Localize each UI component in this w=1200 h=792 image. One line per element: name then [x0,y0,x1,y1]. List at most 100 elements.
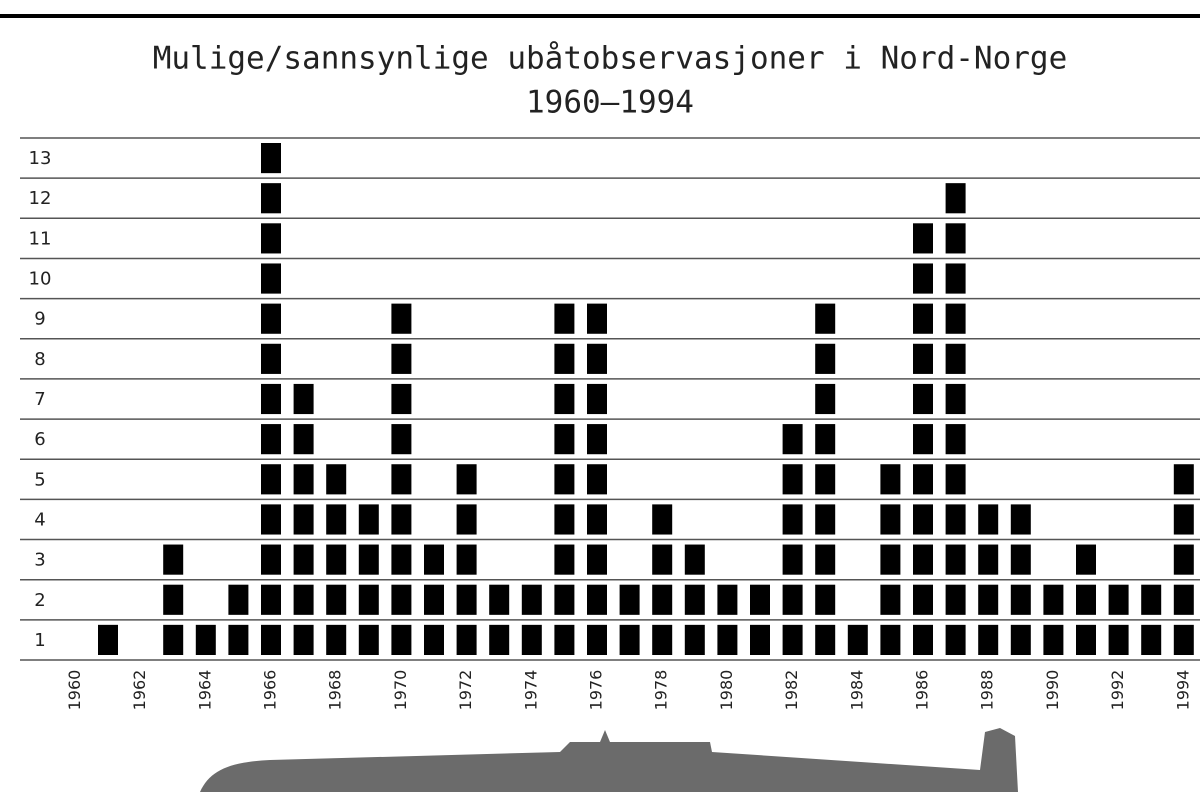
unit-column [1173,464,1194,655]
unit-column [978,504,999,655]
unit-square [228,624,249,655]
unit-square [456,504,477,535]
x-tick-label: 1982 [782,670,801,711]
unit-square [391,624,412,655]
unit-square [554,424,575,455]
unit-square [587,504,607,535]
unit-column [587,303,607,655]
unit-square [261,624,281,655]
unit-column [1010,504,1031,655]
unit-square [913,544,933,575]
y-tick-label: 6 [34,429,45,450]
y-tick-label: 5 [34,469,45,490]
unit-column [326,464,347,655]
unit-square [163,544,184,575]
unit-square [1108,624,1129,655]
unit-square [880,464,901,495]
unit-square [684,544,705,575]
unit-column [554,303,575,655]
unit-square [554,544,575,575]
unit-column [913,223,933,655]
unit-column [1141,584,1162,655]
unit-square [456,624,477,655]
unit-square [1010,584,1031,615]
x-tick-label: 1994 [1173,670,1192,711]
unit-square [652,544,673,575]
unit-square [358,584,379,615]
unit-column [815,303,836,655]
unit-square [945,464,966,495]
unit-square [815,343,836,374]
unit-square [815,544,836,575]
unit-square [978,624,999,655]
chart-title: Mulige/sannsynlige ubåtobservasjoner i N… [153,41,1068,77]
unit-square [293,464,314,495]
unit-square [1076,624,1096,655]
unit-square [489,584,510,615]
unit-square [261,343,281,374]
x-tick-label: 1988 [978,670,997,711]
chart-subtitle: 1960–1994 [526,85,694,121]
unit-square [261,143,281,174]
x-tick-label: 1990 [1043,670,1062,711]
unit-square [978,544,999,575]
unit-square [652,584,673,615]
unit-square [945,303,966,334]
y-tick-label: 10 [29,269,52,290]
unit-column [1076,544,1096,655]
unit-square [1043,584,1064,615]
unit-square [326,584,347,615]
y-tick-label: 13 [29,148,52,169]
unit-square [293,504,314,535]
x-tick-label: 1962 [130,670,149,711]
unit-square [293,424,314,455]
x-tick-label: 1978 [652,670,671,711]
unit-square [261,383,281,415]
unit-column [880,464,901,655]
unit-square [554,343,575,374]
unit-square [261,544,281,575]
unit-square [880,624,901,655]
unit-square [391,424,412,455]
unit-column [195,624,216,655]
unit-square [163,624,184,655]
unit-column [945,183,966,655]
unit-square [619,584,640,615]
unit-square [587,544,607,575]
unit-square [913,343,933,374]
unit-column [1043,584,1064,655]
unit-square [652,504,673,535]
unit-square [913,624,933,655]
unit-square [880,584,901,615]
unit-square [978,584,999,615]
unit-square [880,544,901,575]
unit-square [945,383,966,415]
unit-square [163,584,184,615]
x-tick-label: 1970 [391,670,410,711]
unit-square [782,624,803,655]
unit-square [1076,544,1096,575]
unit-square [261,584,281,615]
unit-square [261,424,281,455]
unit-square [391,303,412,334]
unit-square [945,624,966,655]
unit-square [228,584,249,615]
unit-column [358,504,379,655]
unit-square [261,303,281,334]
unit-square [195,624,216,655]
unit-square [1010,624,1031,655]
unit-column [717,584,738,655]
unit-square [554,383,575,415]
unit-square [456,544,477,575]
x-tick-label: 1964 [195,670,214,711]
unit-square [587,464,607,495]
unit-square [815,424,836,455]
unit-square [358,504,379,535]
unit-square [717,624,738,655]
unit-square [1173,544,1194,575]
unit-square [815,504,836,535]
unit-square [1141,624,1162,655]
unit-square [684,584,705,615]
unit-square [391,544,412,575]
